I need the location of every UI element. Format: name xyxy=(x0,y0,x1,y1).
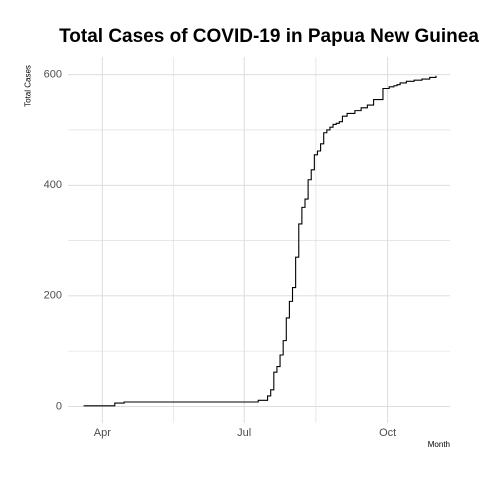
x-tick-label-Oct: Oct xyxy=(379,427,396,439)
y-tick-labels: 0 200 400 600 xyxy=(44,69,62,413)
x-axis-title: Month xyxy=(427,440,450,449)
chart-title: Total Cases of COVID-19 in Papua New Gui… xyxy=(59,26,479,47)
grid-minor xyxy=(68,57,450,423)
y-tick-label-0: 0 xyxy=(56,400,62,412)
x-tick-label-Jul: Jul xyxy=(237,427,251,439)
x-tick-labels: Apr Jul Oct xyxy=(94,427,396,439)
series-line-total-cases xyxy=(83,75,437,407)
grid-major xyxy=(68,57,450,423)
y-tick-label-600: 600 xyxy=(44,69,62,81)
x-tick-label-Apr: Apr xyxy=(94,427,111,439)
y-tick-label-200: 200 xyxy=(44,290,62,302)
y-tick-label-400: 400 xyxy=(44,179,62,191)
